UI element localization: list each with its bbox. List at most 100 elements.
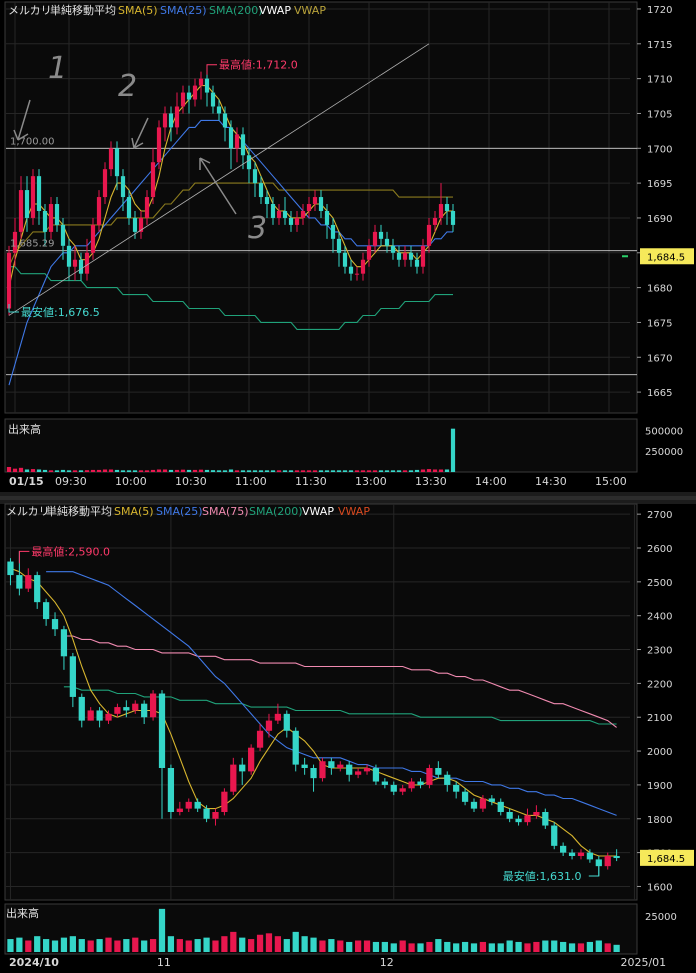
- d-y-tick-label: 2600: [647, 544, 672, 555]
- i-candle: [198, 71, 204, 100]
- i-candle: [342, 245, 348, 274]
- d-candle: [239, 757, 246, 785]
- intraday-symbol-title: メルカリ: [8, 4, 52, 17]
- i-y-tick-label: 1720: [647, 5, 672, 16]
- i-volume-bar: [300, 470, 306, 472]
- i-volume-bar: [240, 470, 246, 472]
- d-volume-bar: [16, 937, 23, 952]
- d-volume-bar: [69, 936, 76, 952]
- i-candle: [390, 238, 396, 260]
- i-candle: [30, 169, 36, 225]
- i-candle: [126, 190, 132, 225]
- i-volume-bar: [210, 470, 216, 472]
- d-candle: [444, 771, 451, 792]
- d-candle: [354, 768, 362, 779]
- d-y-tick-label: 2200: [647, 679, 672, 690]
- i-volume-bar: [54, 470, 60, 472]
- i-candle: [186, 85, 192, 114]
- i-x-tick-label: 14:30: [535, 475, 567, 488]
- i-volume-bar: [378, 470, 384, 472]
- i-candle: [408, 245, 414, 267]
- daily-symbol-title: メルカリ: [6, 505, 50, 518]
- i-candle: [192, 78, 198, 107]
- i-volume-bar: [204, 469, 210, 472]
- i-candle: [12, 217, 18, 267]
- i-candle: [84, 238, 90, 281]
- i-candle: [54, 197, 60, 232]
- d-candle: [123, 700, 130, 718]
- d-volume-bar: [613, 944, 620, 952]
- d-volume-bar: [319, 940, 326, 952]
- i-candle: [24, 176, 30, 232]
- intraday-legend-sma200: SMA(200): [209, 4, 263, 17]
- d-volume-bar: [399, 940, 406, 952]
- d-volume-bar: [453, 943, 460, 952]
- i-volume-bar: [246, 470, 252, 472]
- i-candle: [18, 176, 24, 239]
- i-candle: [180, 85, 186, 114]
- d-volume-bar: [7, 939, 14, 952]
- i-volume-bar: [258, 470, 264, 472]
- i-volume-bar: [438, 469, 444, 472]
- i-volume-bar: [180, 469, 186, 472]
- i-candle: [228, 120, 234, 170]
- i-candle: [222, 106, 228, 142]
- i-volume-bar: [18, 467, 24, 472]
- i-volume-bar: [174, 469, 180, 472]
- d-candle: [381, 778, 388, 789]
- i-candle: [312, 190, 318, 211]
- d-volume-bar: [524, 943, 531, 952]
- i-y-tick-label: 1665: [647, 388, 672, 399]
- i-volume-bar: [228, 469, 234, 472]
- i-candle: [156, 120, 162, 170]
- d-candle: [586, 849, 594, 863]
- d-x-tick-label: 12: [380, 956, 394, 969]
- d-volume-bar: [256, 934, 264, 952]
- i-candle: [78, 252, 84, 281]
- d-candle: [96, 707, 103, 728]
- d-volume-bar: [25, 940, 32, 952]
- d-volume-bar: [301, 936, 308, 952]
- d-volume-bar: [185, 940, 192, 952]
- d-candle: [497, 798, 504, 816]
- i-candle: [90, 217, 96, 260]
- i-volume-bar: [36, 469, 42, 472]
- i-candle: [402, 245, 408, 267]
- d-candle: [203, 805, 210, 823]
- i-candle: [282, 197, 288, 225]
- d-volume-bar: [542, 940, 549, 952]
- i-candle: [234, 127, 240, 163]
- d-volume-bar: [444, 941, 451, 952]
- i-volume-bar: [156, 469, 162, 472]
- i-candle: [150, 148, 156, 205]
- d-volume-bar: [51, 940, 59, 952]
- d-candle: [542, 808, 549, 829]
- i-volume-bar: [432, 469, 438, 472]
- d-x-tick-label: 2025/01: [620, 956, 666, 969]
- i-candle: [348, 259, 354, 281]
- i-volume-bar: [234, 470, 240, 472]
- i-volume-bar: [444, 469, 450, 472]
- intraday-price-tag: [640, 248, 694, 265]
- i-candle: [174, 92, 180, 135]
- d-volume-bar: [470, 943, 478, 952]
- low-marker: [8, 303, 19, 313]
- i-volume-bar: [132, 470, 138, 472]
- d-volume-bar: [381, 941, 388, 952]
- i-candle: [252, 162, 258, 198]
- intraday-legend-sma25: SMA(25): [160, 4, 207, 17]
- d-volume-bar: [577, 943, 585, 952]
- d-volume-bar: [60, 937, 68, 952]
- d-candle: [60, 625, 68, 670]
- daily-x-axis: 2024/10 11 12 2025/01: [9, 956, 666, 969]
- d-volume-bar: [87, 940, 94, 952]
- d-candle: [506, 808, 513, 823]
- daily-price-tag: [640, 849, 694, 866]
- daily-legend: メルカリ 単純移動平均 SMA(5) SMA(25) SMA(75) SMA(2…: [6, 504, 370, 518]
- daily-plot-area[interactable]: [4, 503, 638, 901]
- i-candle: [432, 210, 438, 232]
- i-x-tick-label: 14:00: [475, 475, 507, 488]
- intraday-low-label: 最安値:1,676.5: [21, 305, 100, 319]
- d-volume-bar: [96, 939, 103, 952]
